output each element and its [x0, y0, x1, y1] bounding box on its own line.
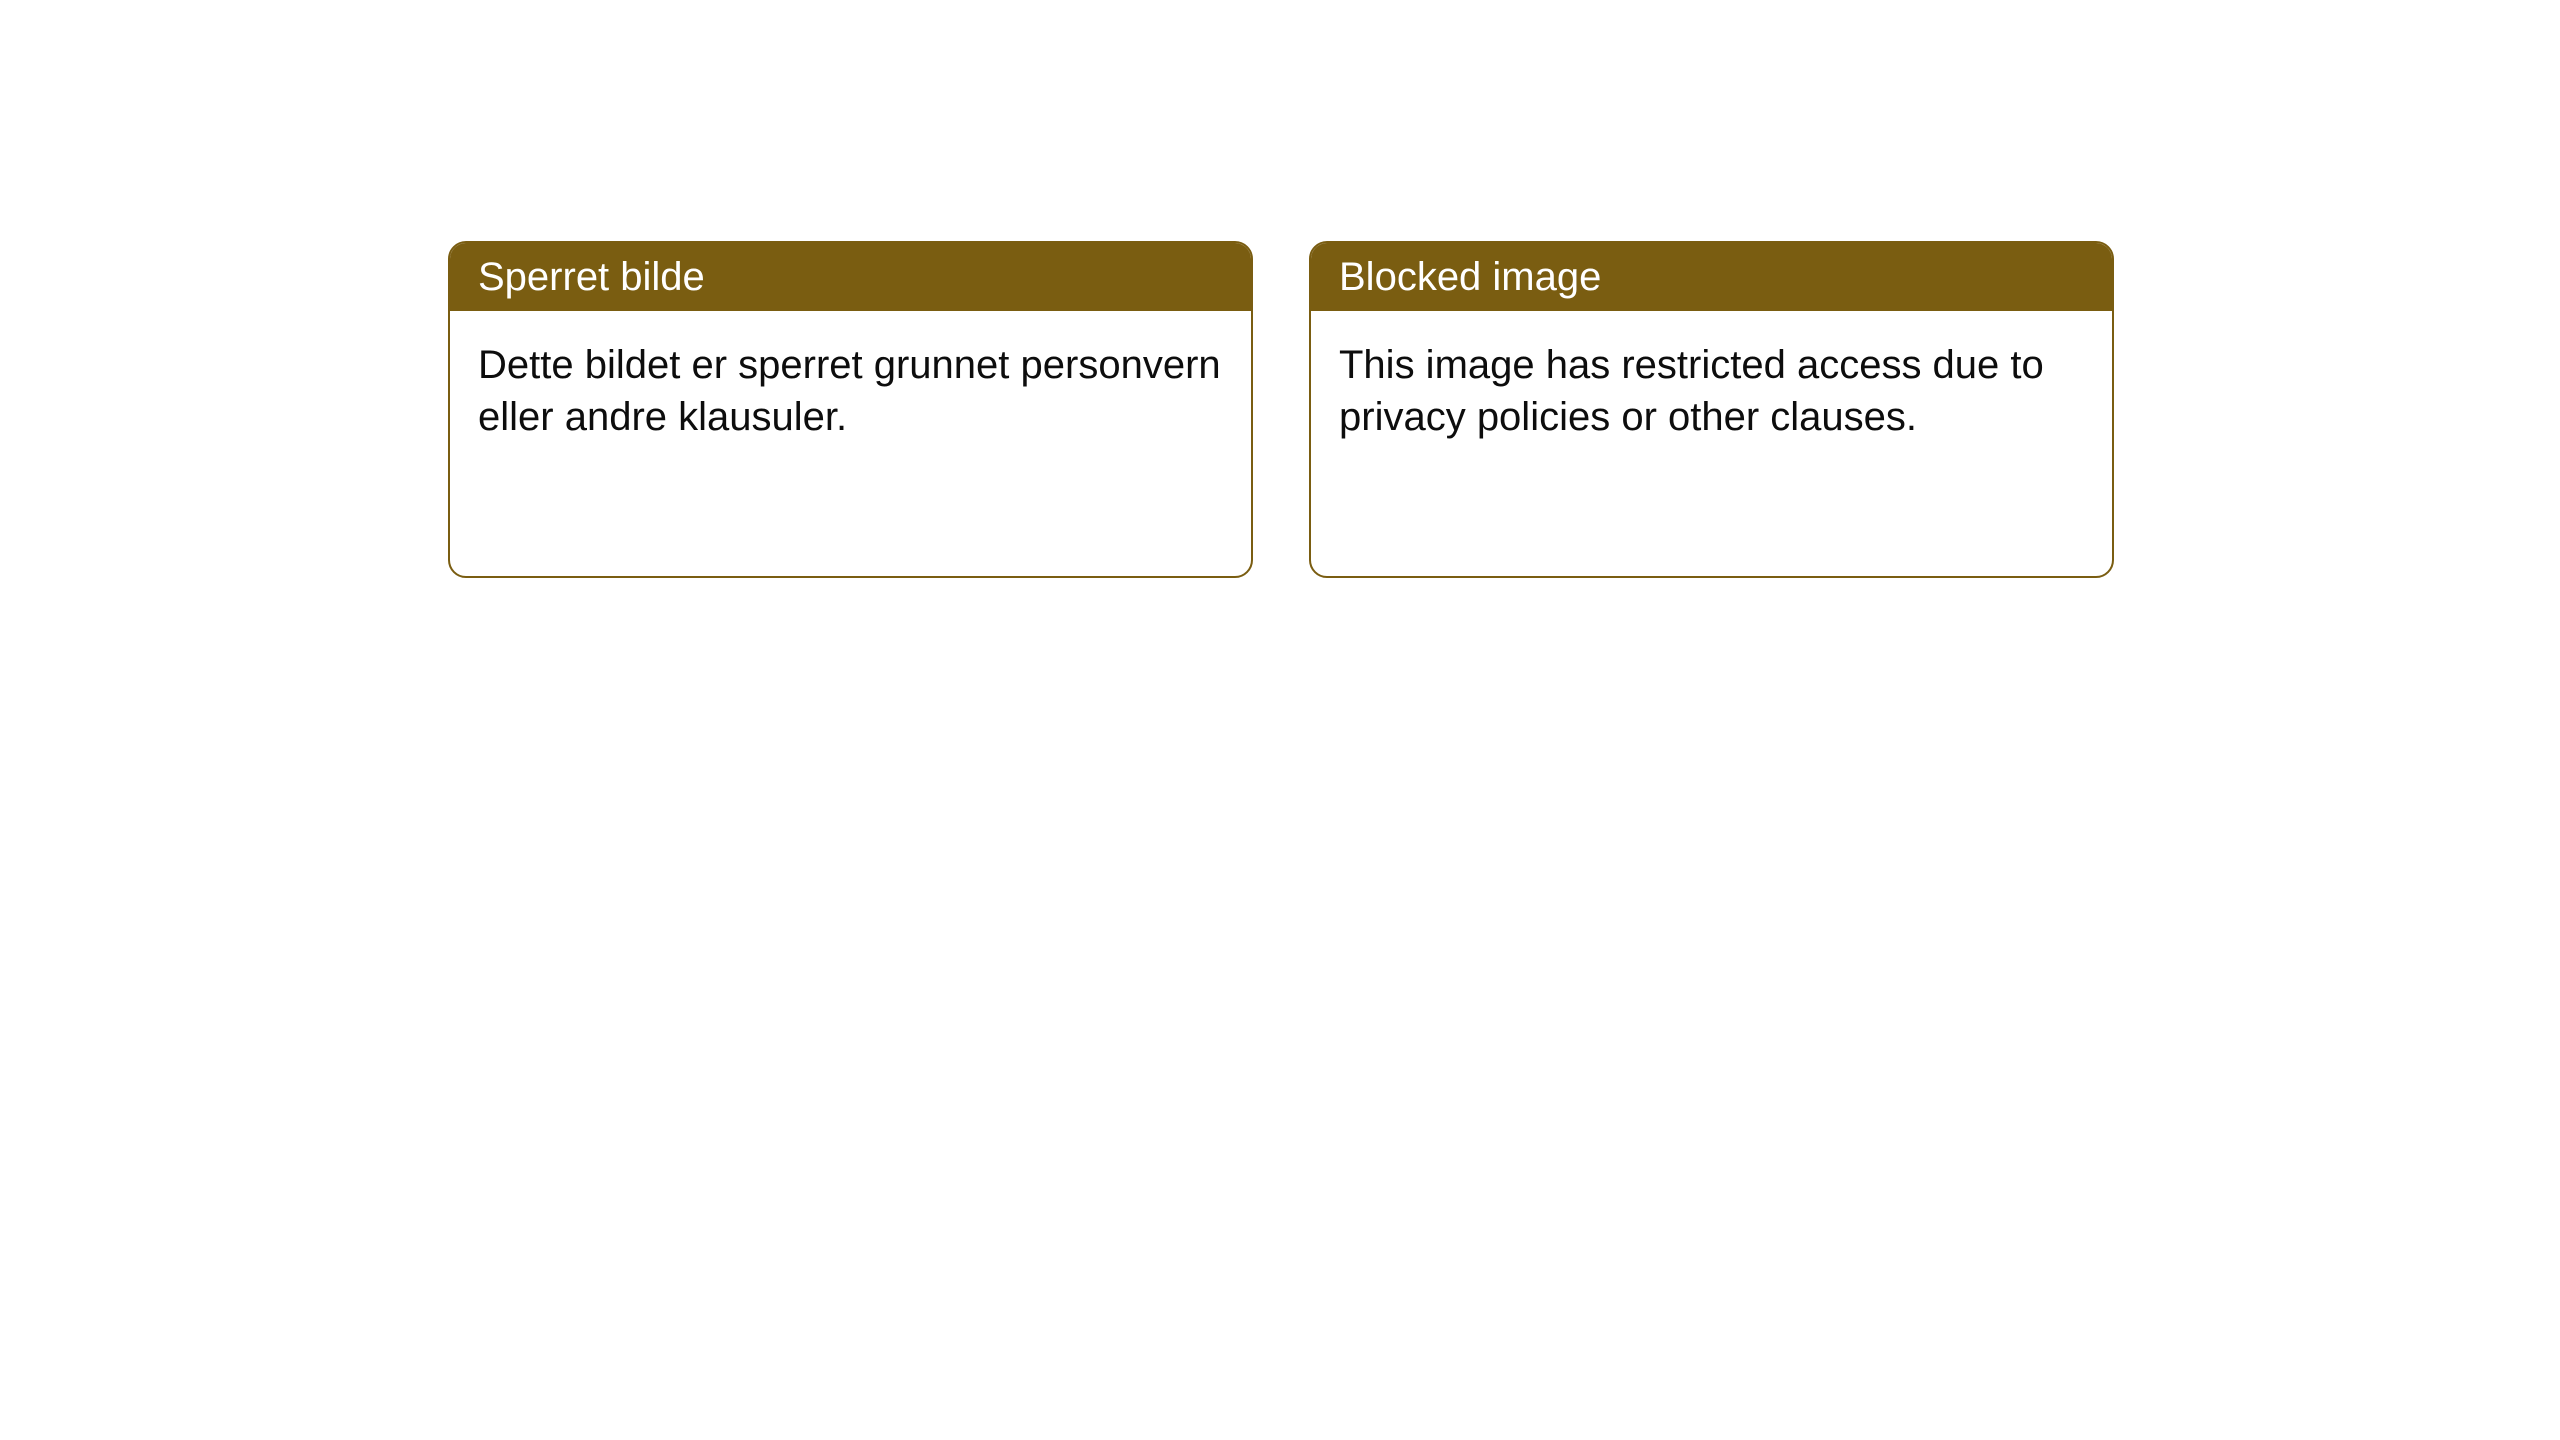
notice-card-english: Blocked image This image has restricted …	[1309, 241, 2114, 578]
notice-body-english: This image has restricted access due to …	[1311, 311, 2112, 471]
notice-container: Sperret bilde Dette bildet er sperret gr…	[448, 241, 2114, 578]
notice-title-english: Blocked image	[1311, 243, 2112, 311]
notice-card-norwegian: Sperret bilde Dette bildet er sperret gr…	[448, 241, 1253, 578]
notice-body-norwegian: Dette bildet er sperret grunnet personve…	[450, 311, 1251, 471]
notice-title-norwegian: Sperret bilde	[450, 243, 1251, 311]
